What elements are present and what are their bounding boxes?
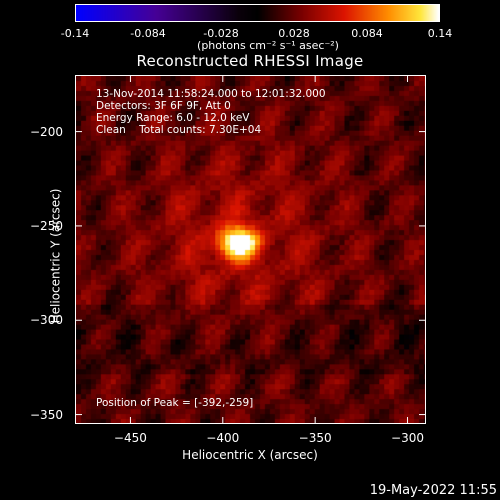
y-tick-label: −300 [30, 313, 63, 328]
colorbar-unit-label: (photons cm⁻² s⁻¹ asec⁻²) [197, 39, 339, 52]
colorbar-tick-label: 0.028 [278, 27, 310, 40]
colorbar-tick-label: -0.084 [130, 27, 166, 40]
info-detectors: Detectors: 3F 6F 9F, Att 0 [96, 100, 231, 112]
x-tick-label: −450 [113, 431, 147, 445]
colorbar-tick-label: -0.028 [203, 27, 239, 40]
x-axis-label: Heliocentric X (arcsec) [182, 448, 318, 462]
colorbar-gradient [75, 4, 440, 22]
y-tick-label: −350 [30, 407, 63, 422]
plot-area: 13-Nov-2014 11:58:24.000 to 12:01:32.000… [75, 75, 426, 424]
chart-title: Reconstructed RHESSI Image [136, 52, 364, 70]
info-energy: Energy Range: 6.0 - 12.0 keV [96, 112, 250, 124]
y-tick-label: −200 [30, 124, 63, 139]
colorbar [75, 4, 440, 22]
y-axis-label: Heliocentric Y (arcsec) [48, 188, 63, 324]
info-clean: Clean Total counts: 7.30E+04 [96, 124, 262, 136]
heatmap-image [76, 76, 425, 423]
x-tick-label: −300 [391, 431, 424, 445]
colorbar-tick-label: -0.14 [60, 27, 90, 40]
colorbar-tick-label: 0.14 [427, 27, 453, 40]
info-time: 13-Nov-2014 11:58:24.000 to 12:01:32.000 [96, 88, 326, 100]
x-tick-label: −400 [206, 431, 240, 445]
info-peak-position: Position of Peak = [-392,-259] [96, 397, 254, 409]
x-tick-label: −350 [298, 431, 332, 445]
colorbar-tick-label: 0.084 [351, 27, 383, 40]
y-tick-label: −250 [30, 218, 63, 233]
footer-date: 19-May-2022 11:55 [369, 483, 497, 498]
